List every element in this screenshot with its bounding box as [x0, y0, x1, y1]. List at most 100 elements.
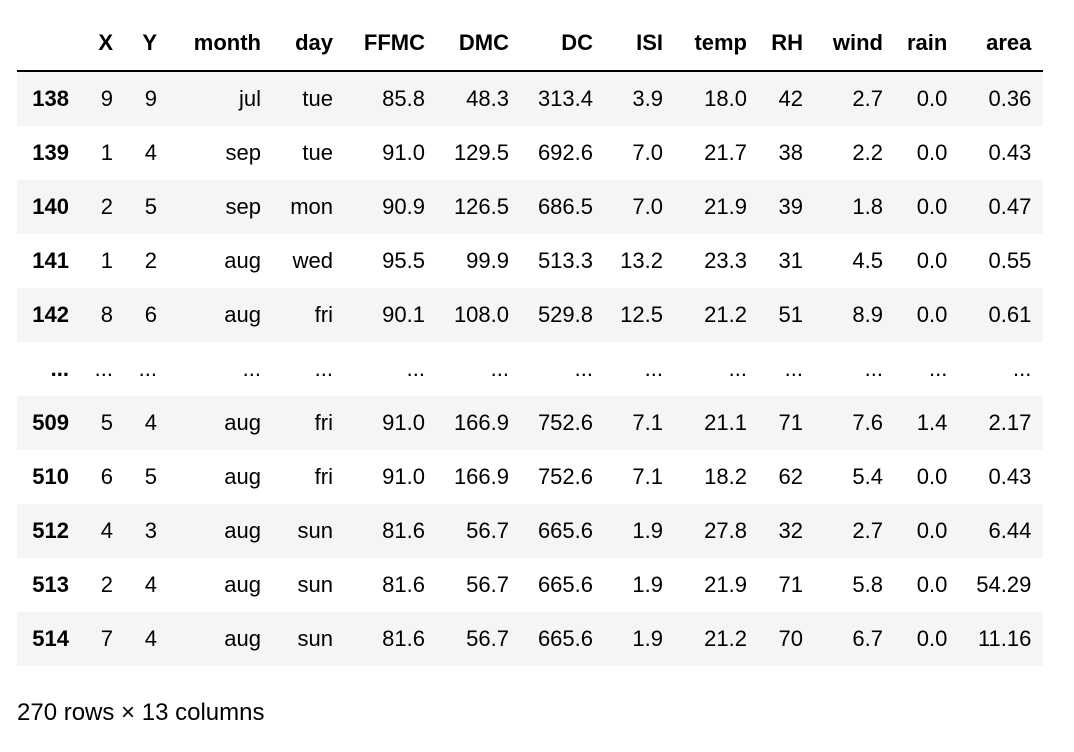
cell-day: fri	[314, 410, 333, 435]
row-index: 139	[32, 140, 69, 165]
cell-dc: 665.6	[537, 518, 593, 543]
column-header-wind: wind	[815, 16, 895, 72]
cell-day: ...	[314, 356, 333, 381]
cell-area: 0.36	[988, 86, 1032, 111]
cell-dc: ...	[574, 356, 593, 381]
cell-rh: ...	[784, 356, 803, 381]
cell-temp: 27.8	[704, 518, 747, 543]
cell-dmc: 56.7	[466, 626, 509, 651]
column-header-day: day	[273, 16, 345, 72]
cell-rain: 0.0	[916, 248, 948, 273]
cell-isi: 1.9	[632, 572, 663, 597]
cell-rain: 1.4	[916, 410, 948, 435]
cell-rh: 32	[778, 518, 803, 543]
cell-area: 54.29	[976, 572, 1032, 597]
table-body: 138 9 9 jul tue 85.8 48.3 313.4 3.9 18.0 42 2.7 0.0 0…	[17, 71, 1044, 666]
cell-dc: 513.3	[537, 248, 593, 273]
cell-isi: ...	[644, 356, 663, 381]
cell-dc: 313.4	[537, 86, 593, 111]
dataframe-table: X Y month day FFMC DMC DC ISI temp RH wi…	[17, 16, 1044, 666]
table-row: 514 7 4 aug sun 81.6 56.7 665.6 1.9 21.2 70 6.7 0.0 1…	[17, 612, 1044, 666]
ellipsis-row: ........................................…	[17, 342, 1044, 396]
cell-day: tue	[302, 140, 333, 165]
cell-y: 9	[144, 86, 157, 111]
cell-day: sun	[297, 626, 333, 651]
row-index: 510	[32, 464, 69, 489]
cell-temp: 21.2	[704, 626, 747, 651]
cell-y: 2	[144, 248, 157, 273]
cell-month: aug	[224, 572, 261, 597]
cell-temp: 21.7	[704, 140, 747, 165]
cell-dc: 686.5	[537, 194, 593, 219]
row-index: 514	[32, 626, 69, 651]
cell-dmc: 129.5	[453, 140, 509, 165]
cell-area: 6.44	[988, 518, 1032, 543]
cell-dc: 665.6	[537, 626, 593, 651]
cell-isi: 7.0	[632, 140, 663, 165]
cell-y: 5	[144, 194, 157, 219]
cell-month: aug	[224, 518, 261, 543]
cell-rh: 51	[778, 302, 803, 327]
cell-rain: 0.0	[916, 86, 948, 111]
cell-isi: 1.9	[632, 518, 663, 543]
cell-x: 1	[100, 248, 113, 273]
column-header-y: Y	[125, 16, 169, 72]
cell-dc: 692.6	[537, 140, 593, 165]
column-header-dmc: DMC	[437, 16, 521, 72]
cell-wind: 2.7	[852, 518, 883, 543]
table-row: 509 5 4 aug fri 91.0 166.9 752.6 7.1 21.1 71 7.6 1.4…	[17, 396, 1044, 450]
table-row: 512 4 3 aug sun 81.6 56.7 665.6 1.9 27.8 32 2.7 0.0 6…	[17, 504, 1044, 558]
cell-rain: 0.0	[916, 626, 948, 651]
cell-wind: 2.2	[852, 140, 883, 165]
cell-y: ...	[138, 356, 157, 381]
table-header: X Y month day FFMC DMC DC ISI temp RH wi…	[17, 16, 1044, 72]
cell-month: aug	[224, 464, 261, 489]
cell-rh: 31	[778, 248, 803, 273]
cell-x: 9	[100, 86, 113, 111]
cell-dc: 665.6	[537, 572, 593, 597]
cell-temp: 21.2	[704, 302, 747, 327]
cell-wind: 2.7	[852, 86, 883, 111]
cell-wind: 6.7	[852, 626, 883, 651]
cell-area: 11.16	[977, 626, 1032, 651]
cell-wind: 5.8	[852, 572, 883, 597]
cell-x: 7	[100, 626, 113, 651]
cell-dmc: 99.9	[466, 248, 509, 273]
cell-isi: 7.0	[632, 194, 663, 219]
cell-ffmc: 95.5	[382, 248, 425, 273]
cell-day: sun	[297, 518, 333, 543]
cell-isi: 7.1	[632, 410, 663, 435]
cell-dmc: 166.9	[453, 464, 509, 489]
row-index: 513	[32, 572, 69, 597]
cell-month: aug	[224, 302, 261, 327]
cell-rh: 70	[778, 626, 803, 651]
cell-area: 0.43	[988, 464, 1032, 489]
cell-rain: 0.0	[916, 194, 948, 219]
cell-dc: 752.6	[537, 410, 593, 435]
column-header-rh: RH	[759, 16, 815, 72]
cell-area: ...	[1013, 356, 1032, 381]
cell-isi: 12.5	[620, 302, 663, 327]
cell-isi: 1.9	[632, 626, 663, 651]
cell-ffmc: 91.0	[382, 140, 425, 165]
cell-y: 5	[144, 464, 157, 489]
table-row: 141 1 2 aug wed 95.5 99.9 513.3 13.2 23.3 31 4.5 0.0…	[17, 234, 1044, 288]
cell-ffmc: 90.1	[382, 302, 425, 327]
cell-ffmc: 91.0	[382, 464, 425, 489]
cell-temp: 21.1	[704, 410, 747, 435]
table-row: 140 2 5 sep mon 90.9 126.5 686.5 7.0 21.9 39 1.8 0.0…	[17, 180, 1044, 234]
row-index: 141	[32, 248, 69, 273]
cell-rh: 62	[778, 464, 803, 489]
cell-month: sep	[225, 194, 261, 219]
header-row: X Y month day FFMC DMC DC ISI temp RH wi…	[17, 16, 1044, 72]
cell-area: 0.55	[988, 248, 1032, 273]
cell-isi: 7.1	[632, 464, 663, 489]
column-header-isi: ISI	[605, 16, 675, 72]
row-index: 140	[32, 194, 69, 219]
cell-day: fri	[314, 302, 333, 327]
cell-wind: 8.9	[852, 302, 883, 327]
cell-rh: 38	[778, 140, 803, 165]
cell-rain: ...	[929, 356, 948, 381]
column-header-x: X	[81, 16, 125, 72]
cell-ffmc: 91.0	[382, 410, 425, 435]
